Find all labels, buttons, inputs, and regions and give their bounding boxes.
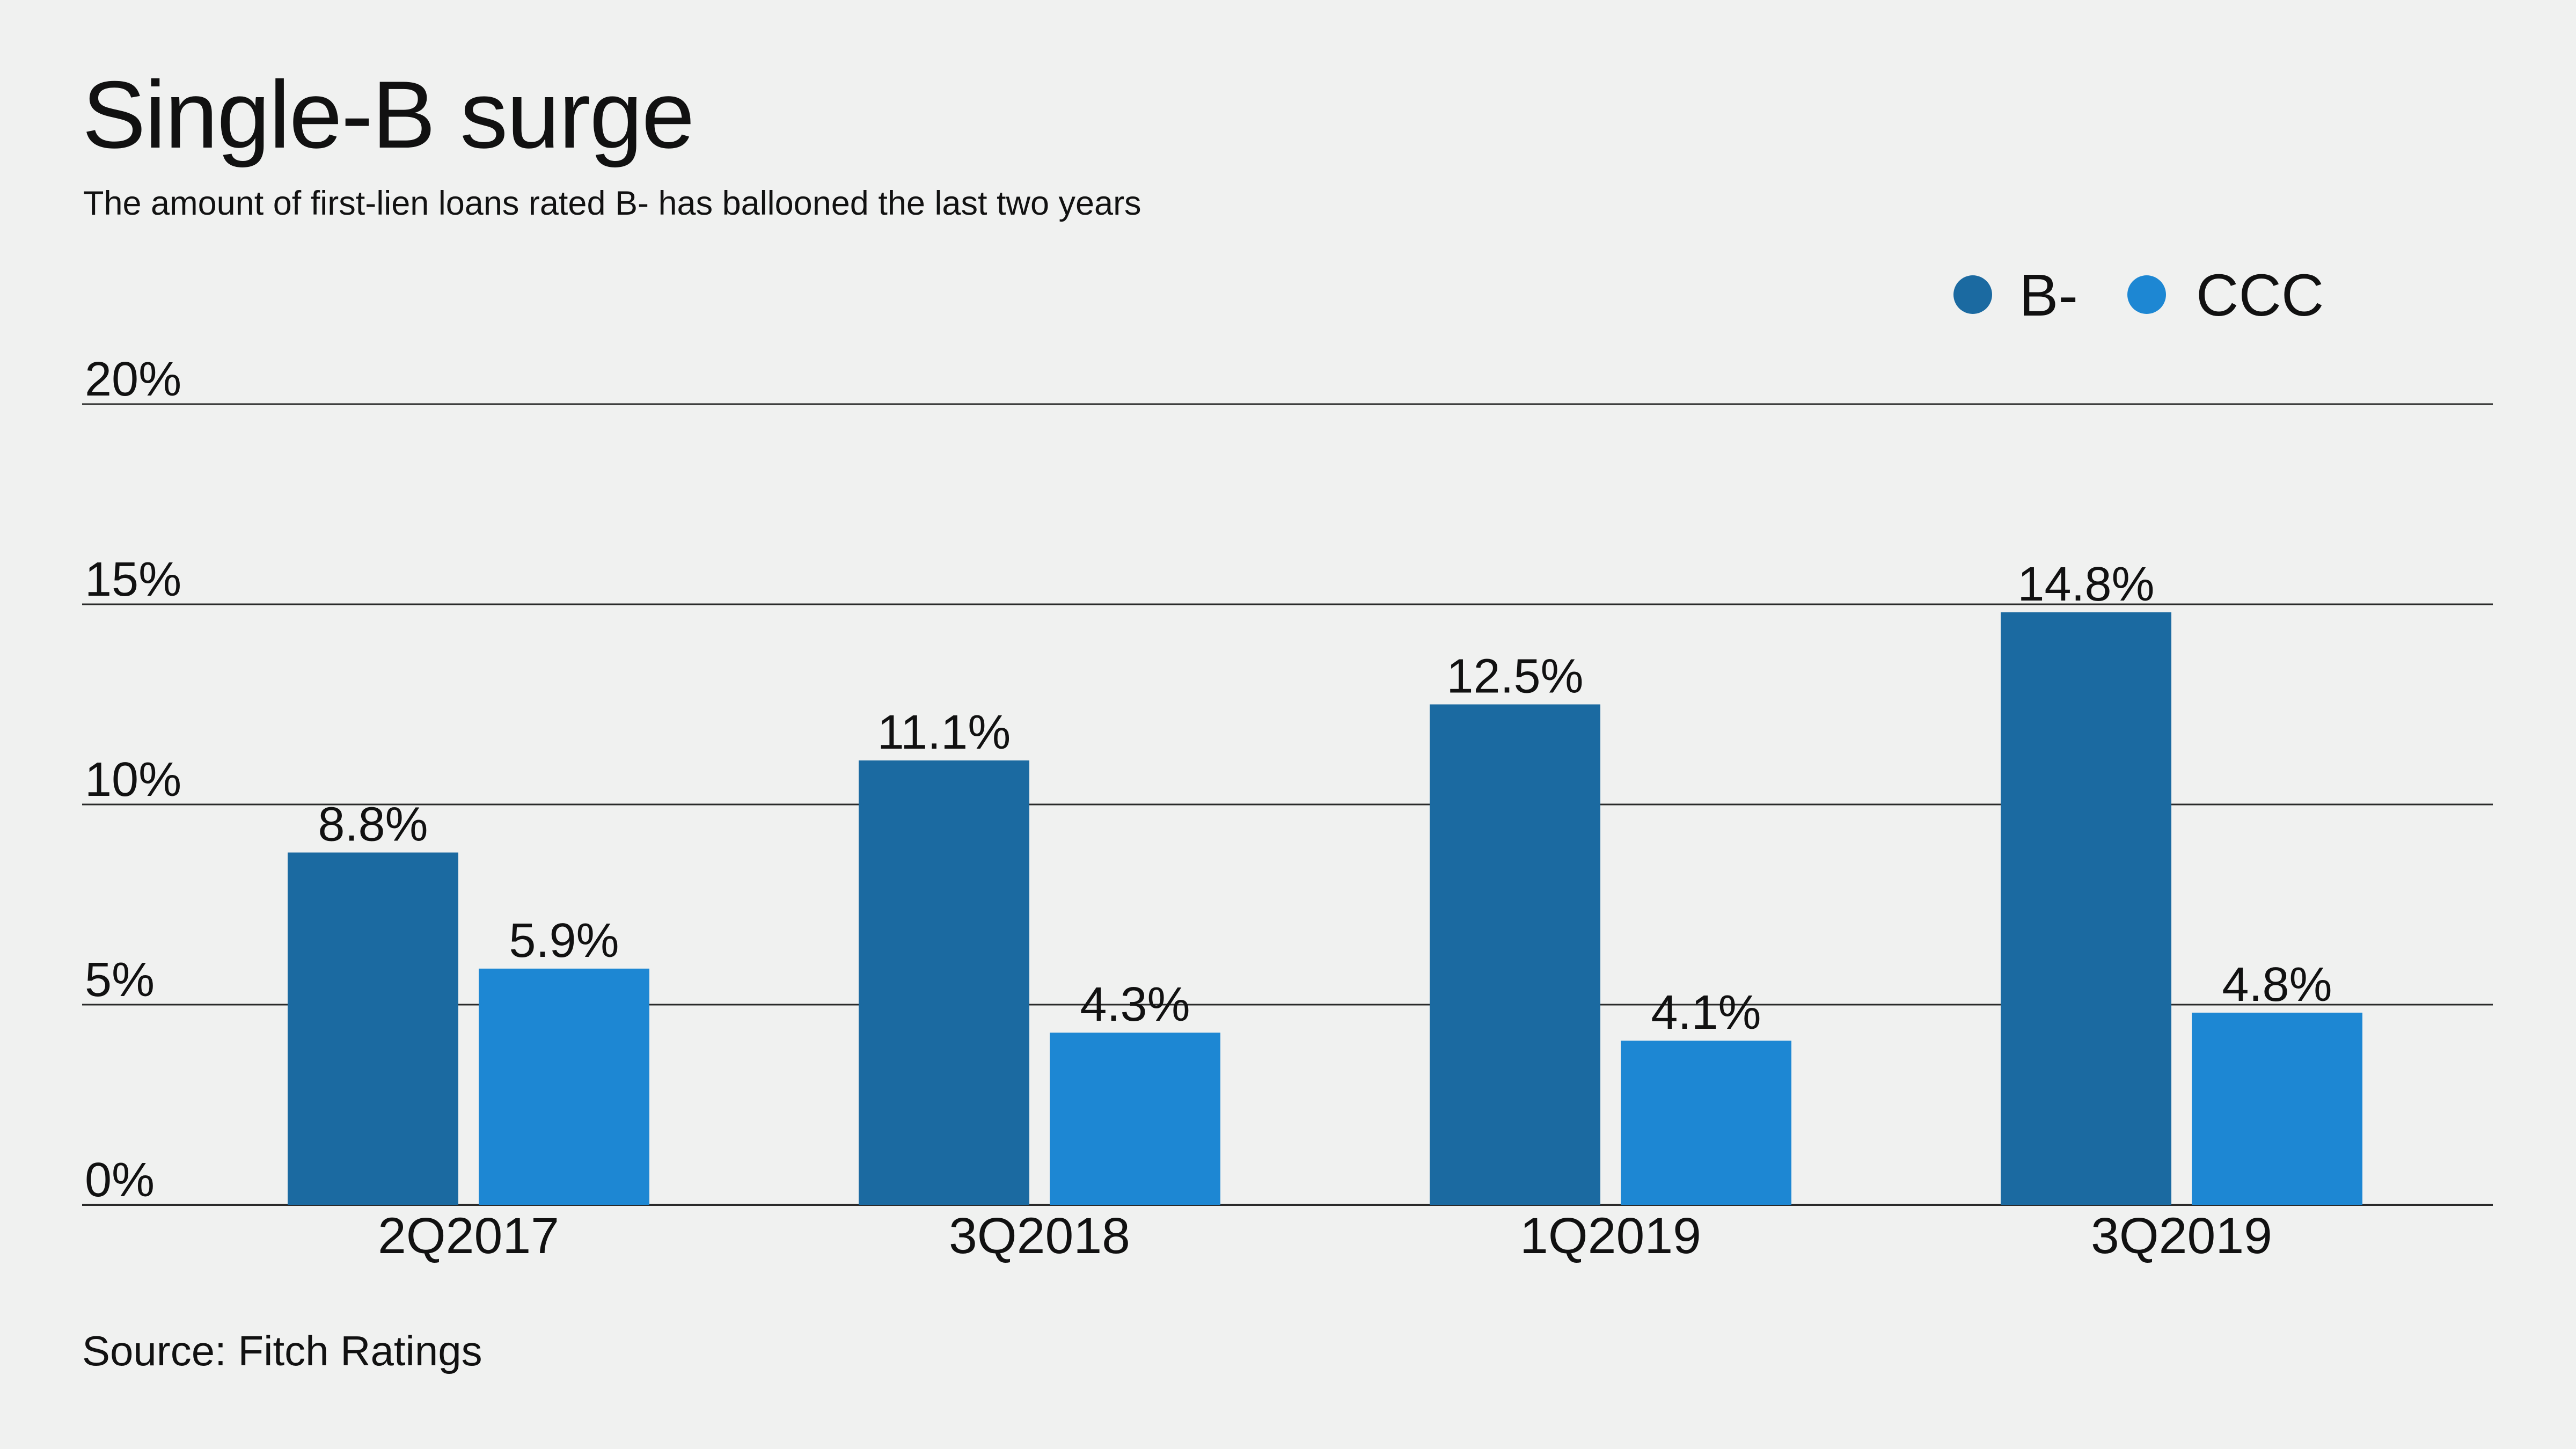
bars [288, 612, 2362, 1205]
y-tick-label: 20% [85, 353, 181, 406]
bar-ccc [1621, 1041, 1791, 1205]
legend-swatch [1953, 275, 1992, 314]
chart-subtitle: The amount of first-lien loans rated B- … [83, 185, 1141, 222]
data-label: 14.8% [2017, 558, 2154, 611]
bar-ccc [479, 968, 649, 1205]
x-tick-label: 3Q2018 [949, 1208, 1130, 1264]
legend-label: B- [2019, 262, 2078, 328]
y-tick-label: 5% [85, 953, 155, 1007]
x-tick-label: 3Q2019 [2091, 1208, 2272, 1264]
data-label: 4.8% [2222, 958, 2332, 1012]
data-label: 4.1% [1651, 986, 1761, 1040]
legend-label: CCC [2196, 262, 2324, 328]
bar-b-minus [288, 852, 458, 1205]
y-tick-label: 0% [85, 1153, 155, 1207]
value-labels: 8.8% 5.9% 11.1% 4.3% 12.5% 4.1% 14.8% 4.8% [318, 558, 2332, 1040]
bar-b-minus [2001, 612, 2171, 1205]
source-note: Source: Fitch Ratings [82, 1327, 482, 1374]
x-tick-label: 2Q2017 [378, 1208, 559, 1264]
category-axis: 2Q2017 3Q2018 1Q2019 3Q2019 [378, 1208, 2272, 1264]
legend-swatch [2127, 275, 2166, 314]
data-label: 11.1% [877, 706, 1011, 759]
legend: B- CCC [1953, 262, 2324, 328]
x-tick-label: 1Q2019 [1520, 1208, 1701, 1264]
data-label: 5.9% [509, 914, 619, 968]
data-label: 8.8% [318, 798, 428, 852]
y-tick-label: 15% [85, 553, 181, 606]
y-tick-label: 10% [85, 753, 181, 807]
bar-b-minus [859, 760, 1029, 1205]
data-label: 4.3% [1080, 978, 1190, 1031]
bar-ccc [2192, 1012, 2362, 1205]
bar-b-minus [1430, 704, 1600, 1205]
data-label: 12.5% [1446, 650, 1583, 704]
bar-ccc [1050, 1033, 1220, 1205]
chart-title: Single-B surge [82, 61, 695, 168]
